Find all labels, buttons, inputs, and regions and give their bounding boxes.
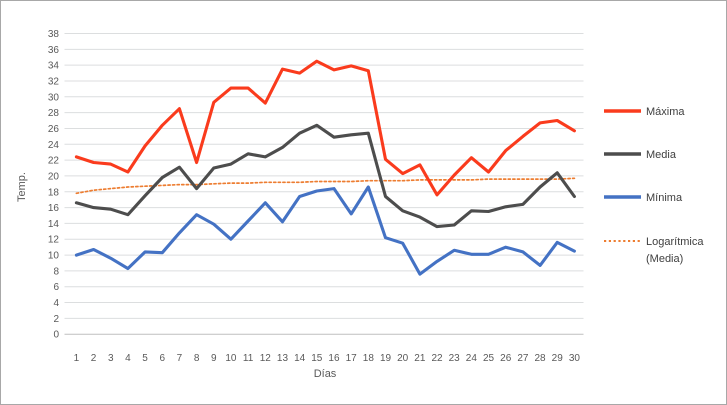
x-day-label: 2 xyxy=(91,353,97,364)
x-day-label: 11 xyxy=(243,353,254,364)
x-axis-title: Días xyxy=(314,368,337,380)
x-day-label: 22 xyxy=(431,353,443,364)
y-tick-label: 24 xyxy=(48,140,60,151)
x-day-label: 16 xyxy=(328,353,340,364)
x-day-label: 3 xyxy=(108,353,114,364)
y-tick-label: 26 xyxy=(48,124,60,135)
y-tick-label: 30 xyxy=(48,92,60,103)
y-tick-label: 16 xyxy=(48,203,60,214)
x-day-label: 29 xyxy=(552,353,564,364)
y-tick-label: 22 xyxy=(48,156,60,167)
legend-label-maxima: Máxima xyxy=(646,106,685,118)
y-tick-label: 36 xyxy=(48,45,60,56)
y-tick-label: 2 xyxy=(53,314,59,325)
legend: Máxima Media Mínima Logarítmica (Media) xyxy=(604,106,704,265)
y-tick-label: 12 xyxy=(48,235,60,246)
x-day-label: 21 xyxy=(414,353,426,364)
x-day-label: 5 xyxy=(142,353,148,364)
x-day-label: 17 xyxy=(346,353,358,364)
x-day-label: 23 xyxy=(449,353,461,364)
x-day-label: 26 xyxy=(500,353,512,364)
y-tick-label: 34 xyxy=(48,61,60,72)
y-tick-label: 28 xyxy=(48,108,60,119)
x-day-label: 10 xyxy=(225,353,237,364)
x-day-label: 19 xyxy=(380,353,392,364)
series-logaritmica-media-line[interactable] xyxy=(75,177,576,195)
y-tick-label: 38 xyxy=(48,29,60,40)
x-day-label: 13 xyxy=(277,353,289,364)
y-axis-title: Temp. xyxy=(16,172,28,202)
y-tick-label: 14 xyxy=(48,219,60,230)
series-media-line[interactable] xyxy=(74,123,576,229)
x-day-label: 25 xyxy=(483,353,495,364)
x-day-label: 15 xyxy=(311,353,323,364)
x-day-label: 20 xyxy=(397,353,409,364)
x-day-label: 28 xyxy=(535,353,547,364)
x-day-label: 9 xyxy=(211,353,217,364)
legend-item-maxima[interactable]: Máxima xyxy=(604,106,685,118)
legend-item-media[interactable]: Media xyxy=(604,149,677,161)
legend-item-logaritmica-media[interactable]: Logarítmica (Media) xyxy=(604,236,704,265)
x-day-label: 1 xyxy=(74,353,80,364)
x-day-label: 6 xyxy=(159,353,165,364)
x-day-label: 24 xyxy=(466,353,478,364)
x-day-label: 30 xyxy=(569,353,581,364)
series-minima-line[interactable] xyxy=(74,185,576,276)
y-tick-label: 32 xyxy=(48,76,60,87)
y-tick-label: 4 xyxy=(53,298,59,309)
x-day-label: 4 xyxy=(125,353,131,364)
x-day-label: 12 xyxy=(260,353,272,364)
legend-item-minima[interactable]: Mínima xyxy=(604,192,683,204)
x-day-label: 27 xyxy=(517,353,529,364)
legend-label-logaritmica-media2: (Media) xyxy=(646,253,683,265)
y-tick-label: 6 xyxy=(53,282,59,293)
x-day-label: 18 xyxy=(363,353,375,364)
x-day-label: 7 xyxy=(177,353,183,364)
legend-label-logaritmica: Logarítmica xyxy=(646,236,704,248)
y-tick-label: 0 xyxy=(53,330,59,341)
series-maxima-line[interactable] xyxy=(74,59,576,197)
x-day-label: 14 xyxy=(294,353,306,364)
y-tick-label: 18 xyxy=(48,187,60,198)
y-tick-label: 20 xyxy=(48,171,60,182)
legend-label-minima: Mínima xyxy=(646,192,683,204)
y-tick-label: 10 xyxy=(48,251,60,262)
legend-label-media: Media xyxy=(646,149,677,161)
y-tick-label: 8 xyxy=(53,266,59,277)
x-day-label: 8 xyxy=(194,353,200,364)
